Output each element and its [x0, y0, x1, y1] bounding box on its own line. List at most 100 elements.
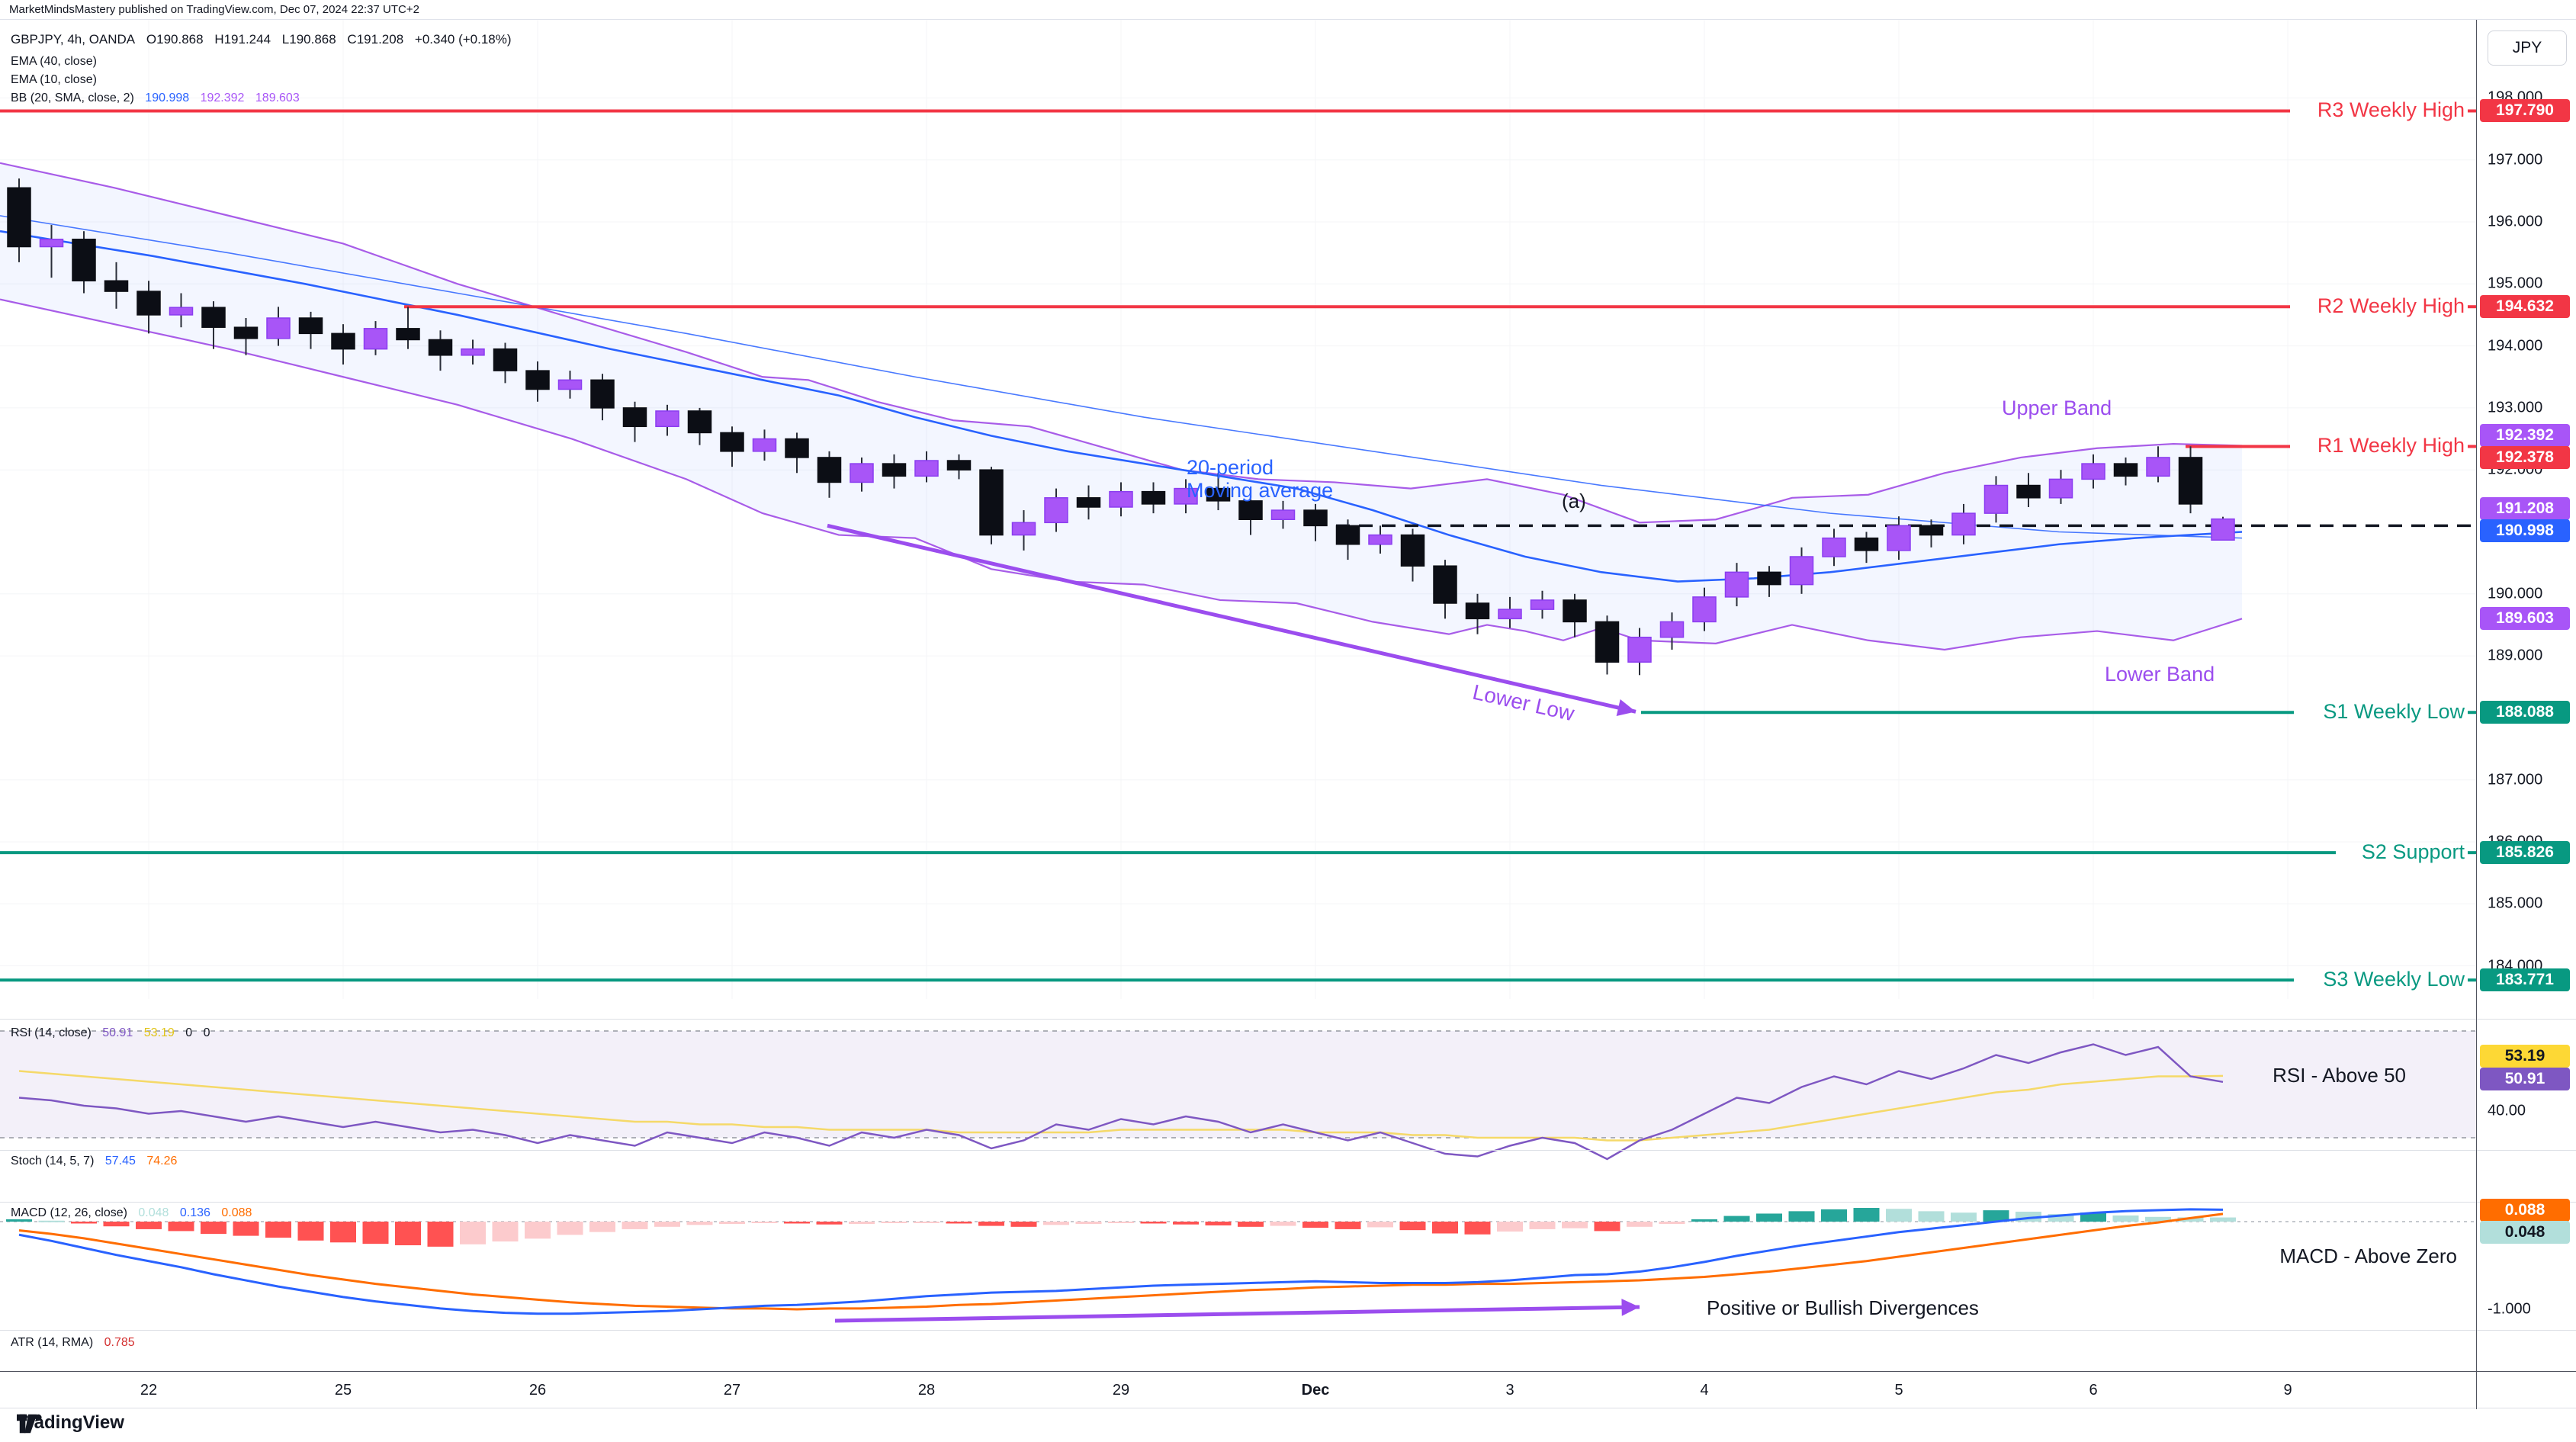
ma-annotation-line2: Moving average: [1187, 479, 1334, 502]
chart-canvas[interactable]: [0, 20, 2576, 1442]
ema40-line: [0, 215, 2243, 539]
candle-body: [2113, 463, 2138, 477]
macd-histogram-bar: [427, 1222, 454, 1247]
macd-scale-badge: 0.048: [2480, 1220, 2570, 1244]
candle-body: [2048, 478, 2073, 499]
candle-body: [169, 307, 194, 316]
candle-body: [946, 460, 972, 470]
time-axis-separator: [0, 1371, 2576, 1372]
tradingview-logo-icon: [17, 1414, 42, 1434]
macd-histogram-bar: [1497, 1222, 1523, 1232]
attribution-bar: MarketMindsMastery published on TradingV…: [0, 0, 2576, 20]
macd-histogram-bar: [622, 1222, 648, 1229]
ema10-label: EMA (10, close): [11, 73, 97, 86]
macd-histogram-bar: [265, 1222, 291, 1238]
bb-legend-row[interactable]: BB (20, SMA, close, 2) 190.998 192.392 1…: [11, 92, 307, 105]
macd-panel-separator[interactable]: [0, 1202, 2576, 1203]
candle-body: [2081, 463, 2105, 480]
symbol-legend-row[interactable]: GBPJPY, 4h, OANDA O190.868 H191.244 L190…: [11, 32, 519, 47]
price-scale-badge: 189.603: [2480, 607, 2570, 631]
macd-histogram-bar: [1043, 1222, 1069, 1225]
price-scale-badge: 192.378: [2480, 445, 2570, 469]
candle-body: [233, 326, 259, 339]
macd-above-zero-annotation: MACD - Above Zero: [2279, 1244, 2457, 1267]
macd-signal-value: 0.088: [221, 1206, 252, 1219]
ohlc-open: O190.868: [146, 32, 204, 47]
candle-body: [104, 280, 129, 292]
time-axis-label: 25: [334, 1382, 352, 1399]
macd-histogram-bar: [362, 1222, 389, 1244]
tradingview-logo[interactable]: TradingView: [17, 1412, 124, 1434]
time-axis-label: 26: [528, 1382, 547, 1399]
candle-body: [461, 348, 485, 356]
macd-histogram-bar: [2177, 1217, 2204, 1222]
candle-body: [428, 339, 453, 356]
candle-body: [1951, 512, 1976, 536]
macd-histogram-bar: [395, 1222, 421, 1245]
macd-scale-label: -1.000: [2488, 1300, 2531, 1318]
lower-low-arrow: [827, 523, 1636, 714]
macd-line-value: 0.136: [179, 1206, 210, 1219]
rsi-panel-separator[interactable]: [0, 1019, 2576, 1020]
atr-legend-row[interactable]: ATR (14, RMA) 0.785: [11, 1336, 143, 1350]
candle-body: [298, 317, 323, 335]
symbol-title: GBPJPY, 4h, OANDA: [11, 32, 136, 47]
rsi-ma-value: 53.19: [143, 1026, 175, 1039]
price-tick-label: 187.000: [2488, 771, 2543, 788]
macd-histogram-bar: [1238, 1222, 1264, 1227]
stoch-legend-row[interactable]: Stoch (14, 5, 7) 57.45 74.26: [11, 1155, 185, 1168]
macd-histogram-bar: [330, 1222, 356, 1243]
bollinger-basis-line: [0, 230, 2243, 583]
rsi-scale-badge: 50.91: [2480, 1068, 2570, 1090]
candle-body: [201, 307, 226, 328]
macd-histogram-bar: [525, 1222, 551, 1239]
candle-body: [1400, 534, 1425, 567]
change-value: +0.340 (+0.18%): [414, 32, 512, 47]
macd-histogram-bar: [1723, 1216, 1750, 1222]
macd-histogram-bar: [201, 1222, 226, 1235]
candle-body: [2016, 484, 2041, 499]
candle-body: [1659, 621, 1685, 638]
rsi-scale-badge: 53.19: [2480, 1045, 2570, 1068]
macd-histogram-bar: [71, 1222, 97, 1224]
stoch-panel-separator[interactable]: [0, 1150, 2576, 1151]
atr-value: 0.785: [104, 1336, 135, 1349]
rsi-legend-row[interactable]: RSI (14, close) 50.91 53.19 0 0: [11, 1026, 218, 1040]
chart-stage: GBPJPY, 4h, OANDA O190.868 H191.244 L190…: [0, 20, 2576, 1442]
stoch-d-value: 74.26: [146, 1155, 178, 1167]
candle-body: [752, 438, 777, 452]
macd-histogram-bar: [719, 1222, 745, 1225]
price-scale-badge: 192.392: [2480, 424, 2570, 448]
candle-body: [914, 460, 939, 477]
price-scale-badge: 183.771: [2480, 968, 2570, 992]
macd-legend-row[interactable]: MACD (12, 26, close) 0.048 0.136 0.088: [11, 1206, 259, 1220]
time-axis-label: 6: [2089, 1382, 2098, 1399]
price-tick-label: 197.000: [2488, 151, 2543, 169]
ohlc-low: L190.868: [281, 32, 336, 47]
price-tick-label: 190.000: [2488, 585, 2543, 602]
macd-histogram-bar: [2080, 1212, 2106, 1222]
bollinger-fill: [0, 162, 2242, 650]
macd-histogram-bar: [1756, 1213, 1782, 1222]
candle-body: [557, 379, 583, 390]
bollinger-upper-line: [0, 162, 2243, 524]
atr-panel-separator[interactable]: [0, 1330, 2576, 1331]
macd-histogram-bar: [751, 1222, 778, 1223]
ohlc-high: H191.244: [214, 32, 271, 47]
macd-histogram-bar: [1140, 1222, 1167, 1224]
level-label-r1: R1 Weekly High: [2317, 434, 2465, 458]
ema10-legend-row[interactable]: EMA (10, close): [11, 73, 104, 87]
candle-body: [331, 332, 355, 350]
macd-histogram-bar: [557, 1222, 583, 1235]
ema40-legend-row[interactable]: EMA (40, close): [11, 55, 104, 69]
price-tick-label: 185.000: [2488, 894, 2543, 912]
price-scale-badge: 191.208: [2480, 496, 2570, 520]
currency-toggle-button[interactable]: JPY: [2488, 31, 2567, 66]
candle-body: [1303, 509, 1328, 527]
candle-body: [2146, 457, 2170, 477]
macd-histogram-bar: [1627, 1222, 1653, 1227]
candle-body: [1141, 490, 1166, 505]
candle-body: [1044, 497, 1068, 524]
level-label-s2: S2 Support: [2361, 840, 2465, 864]
macd-line: [18, 1208, 2224, 1315]
